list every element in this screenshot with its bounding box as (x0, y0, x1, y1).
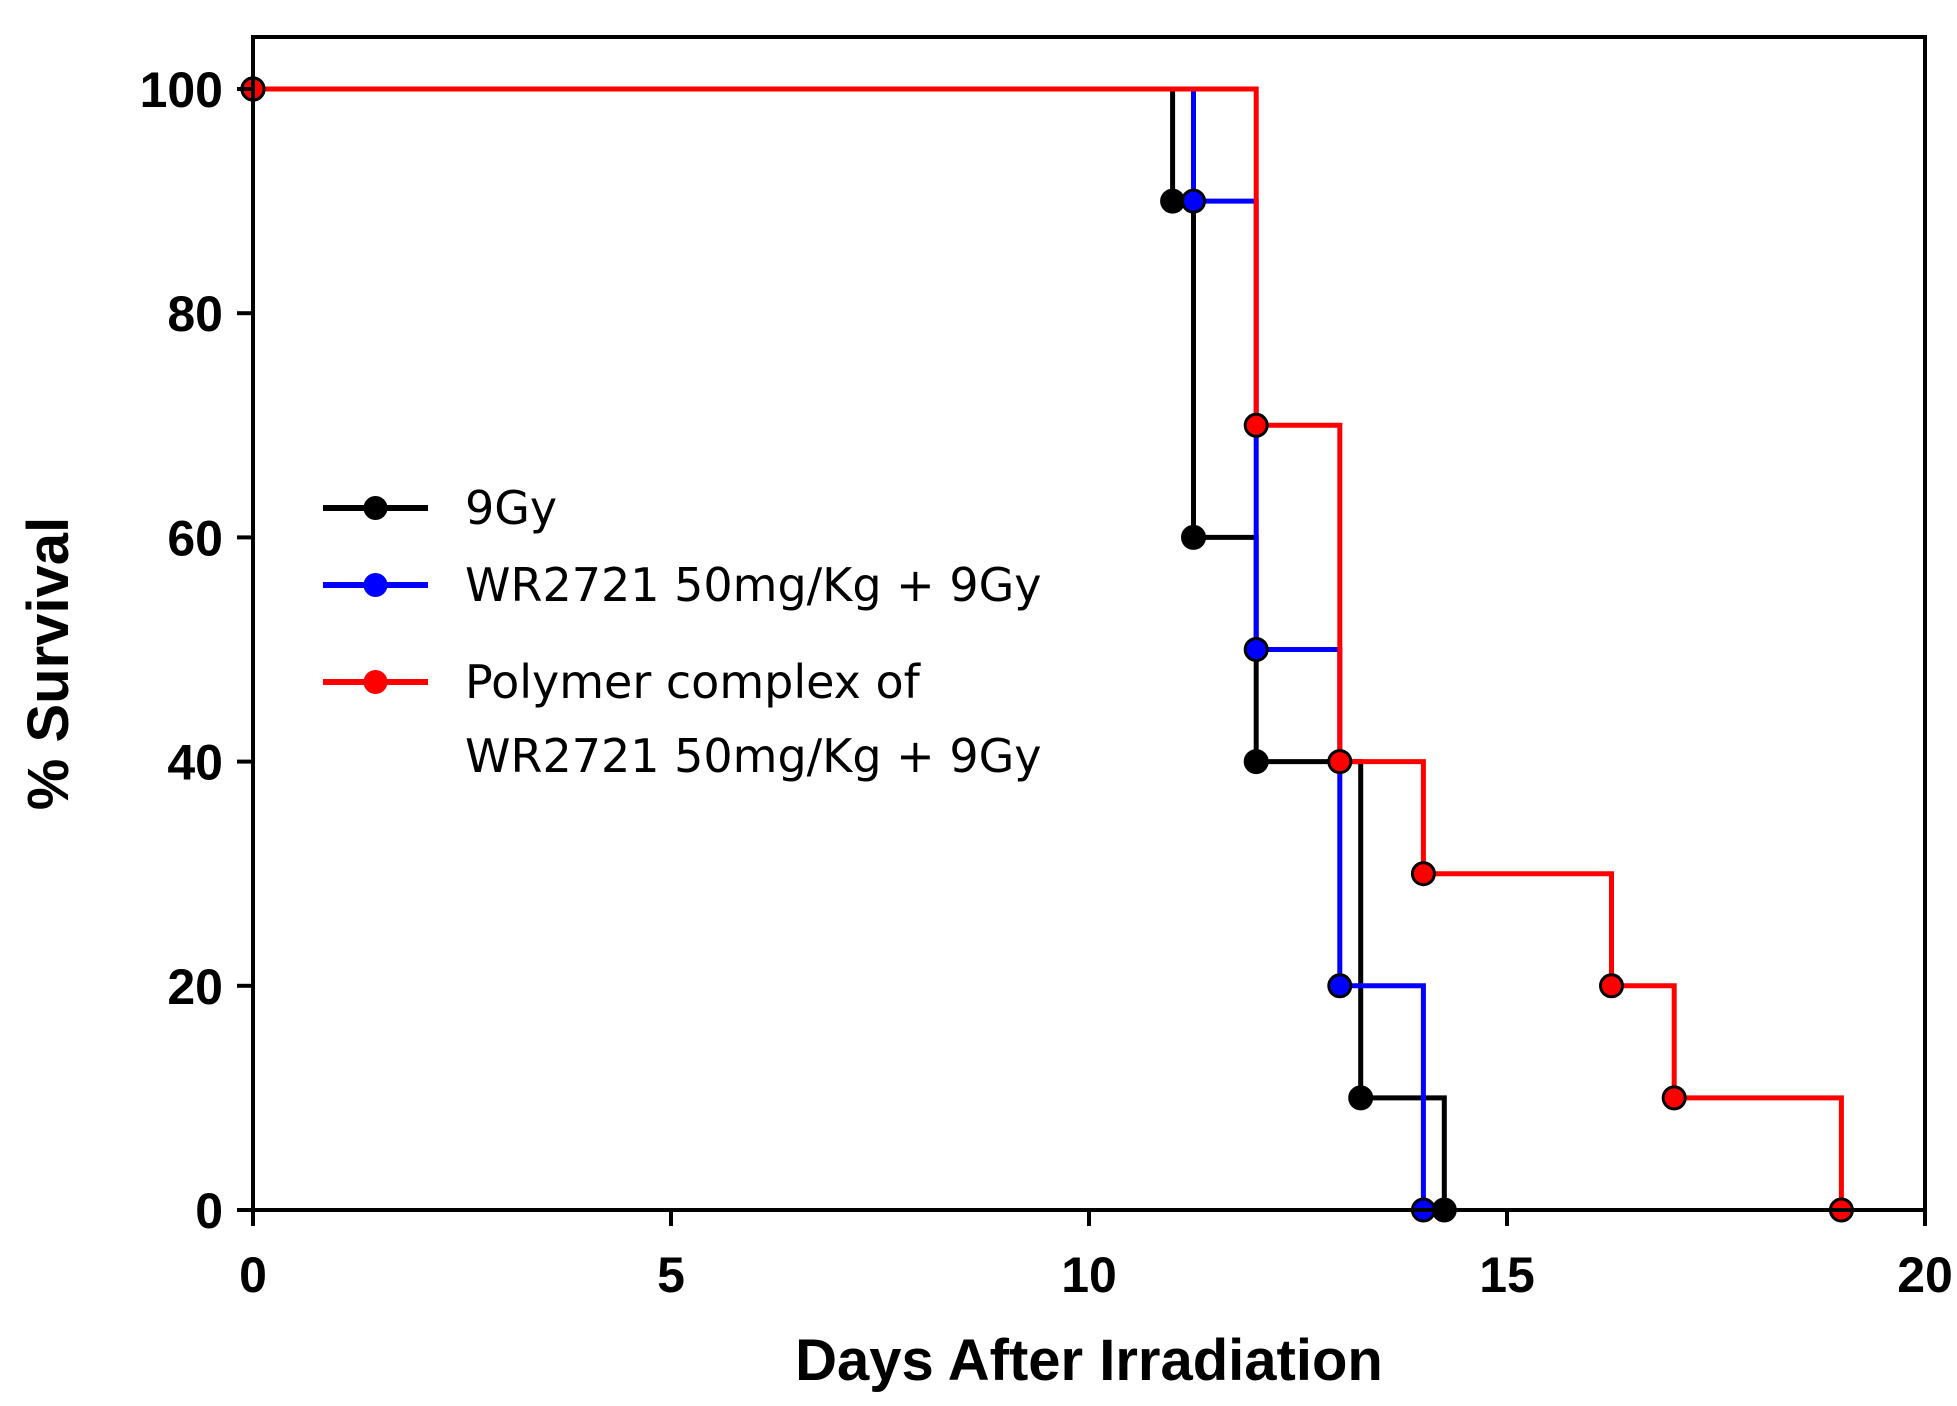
y-tick-label: 100 (140, 62, 223, 118)
x-tick-label: 5 (657, 1247, 685, 1303)
legend-item: Polymer complex of WR2721 50mg/Kg + 9Gy (323, 655, 1041, 783)
legend-label: Polymer complex of (465, 655, 922, 709)
x-axis-title: Days After Irradiation (795, 1328, 1383, 1393)
x-tick-label: 10 (1061, 1247, 1117, 1303)
y-tick-label: 80 (167, 286, 223, 342)
series-layer (240, 76, 1854, 1223)
legend-swatch-marker (363, 573, 388, 597)
legend-label: 9Gy (465, 481, 557, 535)
data-point (1243, 749, 1269, 775)
y-tick-label: 0 (195, 1183, 223, 1239)
series-2 (240, 76, 1854, 1223)
data-point (1243, 412, 1269, 438)
data-point (1243, 637, 1269, 662)
x-tick-label: 0 (239, 1247, 267, 1303)
legend-swatch-marker (363, 670, 388, 694)
y-tick-label: 40 (167, 735, 223, 791)
legend-item: WR2721 50mg/Kg + 9Gy (323, 558, 1041, 612)
data-point (1327, 973, 1353, 999)
data-point (1327, 749, 1353, 775)
axes-layer: 0 5 10 15 20 0 20 40 60 80 100 (140, 62, 1953, 1303)
y-tick-label: 20 (167, 959, 223, 1015)
data-point (1181, 188, 1206, 214)
data-point (1181, 524, 1206, 550)
data-point (1348, 1085, 1374, 1111)
x-tick-label: 15 (1479, 1247, 1535, 1303)
legend-label: WR2721 50mg/Kg + 9Gy (465, 558, 1041, 612)
y-tick-label: 60 (167, 510, 223, 566)
data-point (1160, 188, 1186, 214)
legend-item: 9Gy (323, 481, 557, 535)
x-tick-label: 20 (1897, 1247, 1953, 1303)
data-point (1410, 861, 1436, 887)
series-line (253, 86, 1844, 1210)
y-axis-title: % Survival (16, 517, 81, 810)
data-point (1661, 1085, 1687, 1111)
data-point (1599, 973, 1624, 999)
legend-label: WR2721 50mg/Kg + 9Gy (465, 729, 1041, 783)
legend-swatch-marker (363, 496, 388, 520)
